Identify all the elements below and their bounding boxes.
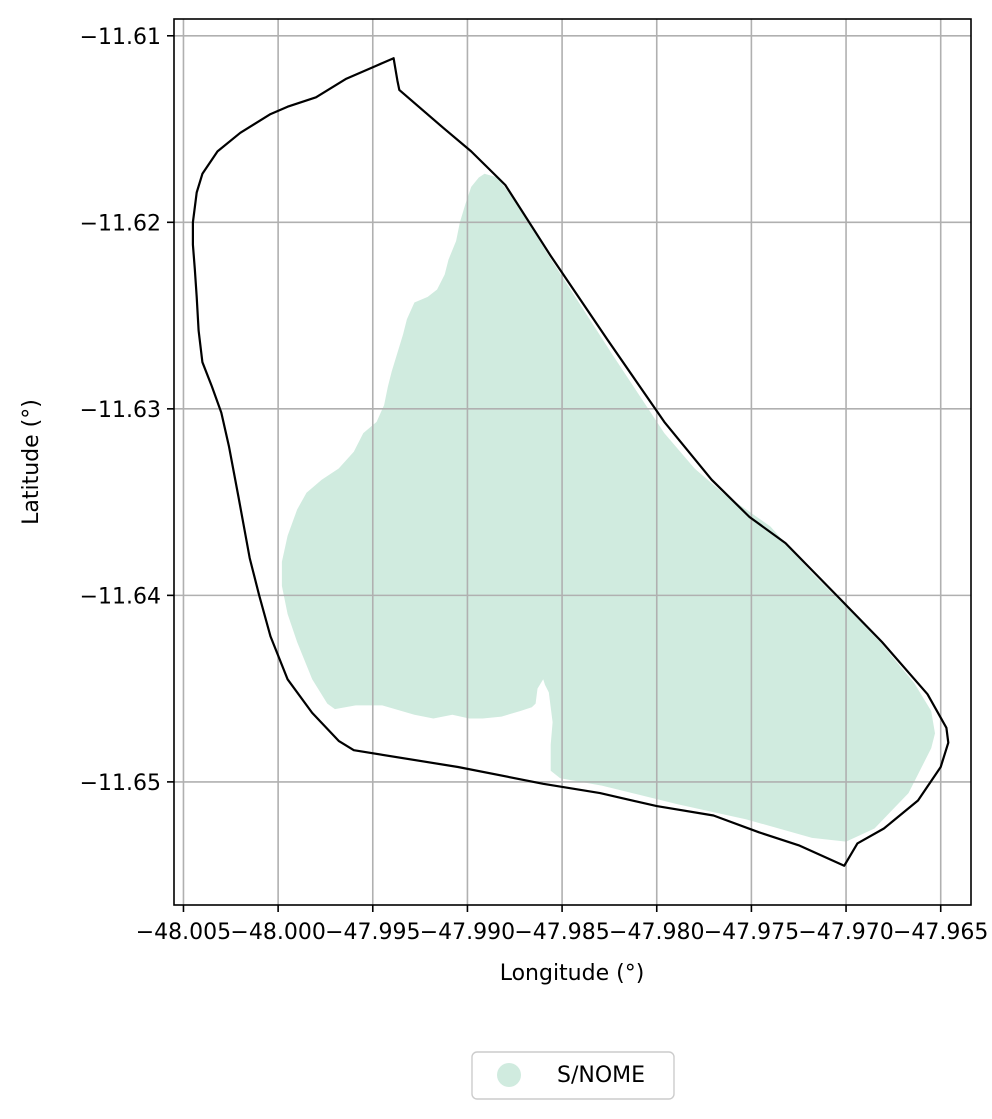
x-tick-label: −47.990 [420,920,515,945]
x-tick-label: −47.975 [704,920,799,945]
y-tick-label: −11.63 [80,398,161,423]
x-tick-label: −47.985 [514,920,609,945]
x-tick-label: −47.970 [798,920,893,945]
boundary-outline [191,57,950,867]
x-tick-label: −47.995 [325,920,420,945]
legend: S/NOME [471,1051,675,1100]
x-axis-label: Longitude (°) [500,961,645,986]
x-tick-label: −47.965 [893,920,988,945]
y-tick-label: −11.64 [80,584,161,609]
boundary-layer [191,57,950,867]
x-tick-label: −48.005 [136,920,231,945]
grid-layer [174,19,971,905]
x-tick-label: −47.980 [609,920,704,945]
y-axis-label: Latitude (°) [19,399,44,525]
plot-frame [173,18,972,906]
legend-frame [471,1051,675,1100]
y-axis: −11.61 −11.62 −11.63 −11.64 −11.65 [80,25,174,796]
plot-area [173,18,972,906]
x-tick-label: −48.000 [230,920,325,945]
legend-marker-circle [497,1063,521,1087]
legend-label: S/NOME [557,1063,645,1088]
y-tick-label: −11.65 [80,771,161,796]
region-polygon [281,173,935,842]
y-tick-label: −11.61 [80,25,161,50]
region-layer [281,173,935,842]
x-axis: −48.005 −48.000 −47.995 −47.990 −47.985 −47.9… [136,905,988,945]
y-tick-label: −11.62 [80,211,161,236]
